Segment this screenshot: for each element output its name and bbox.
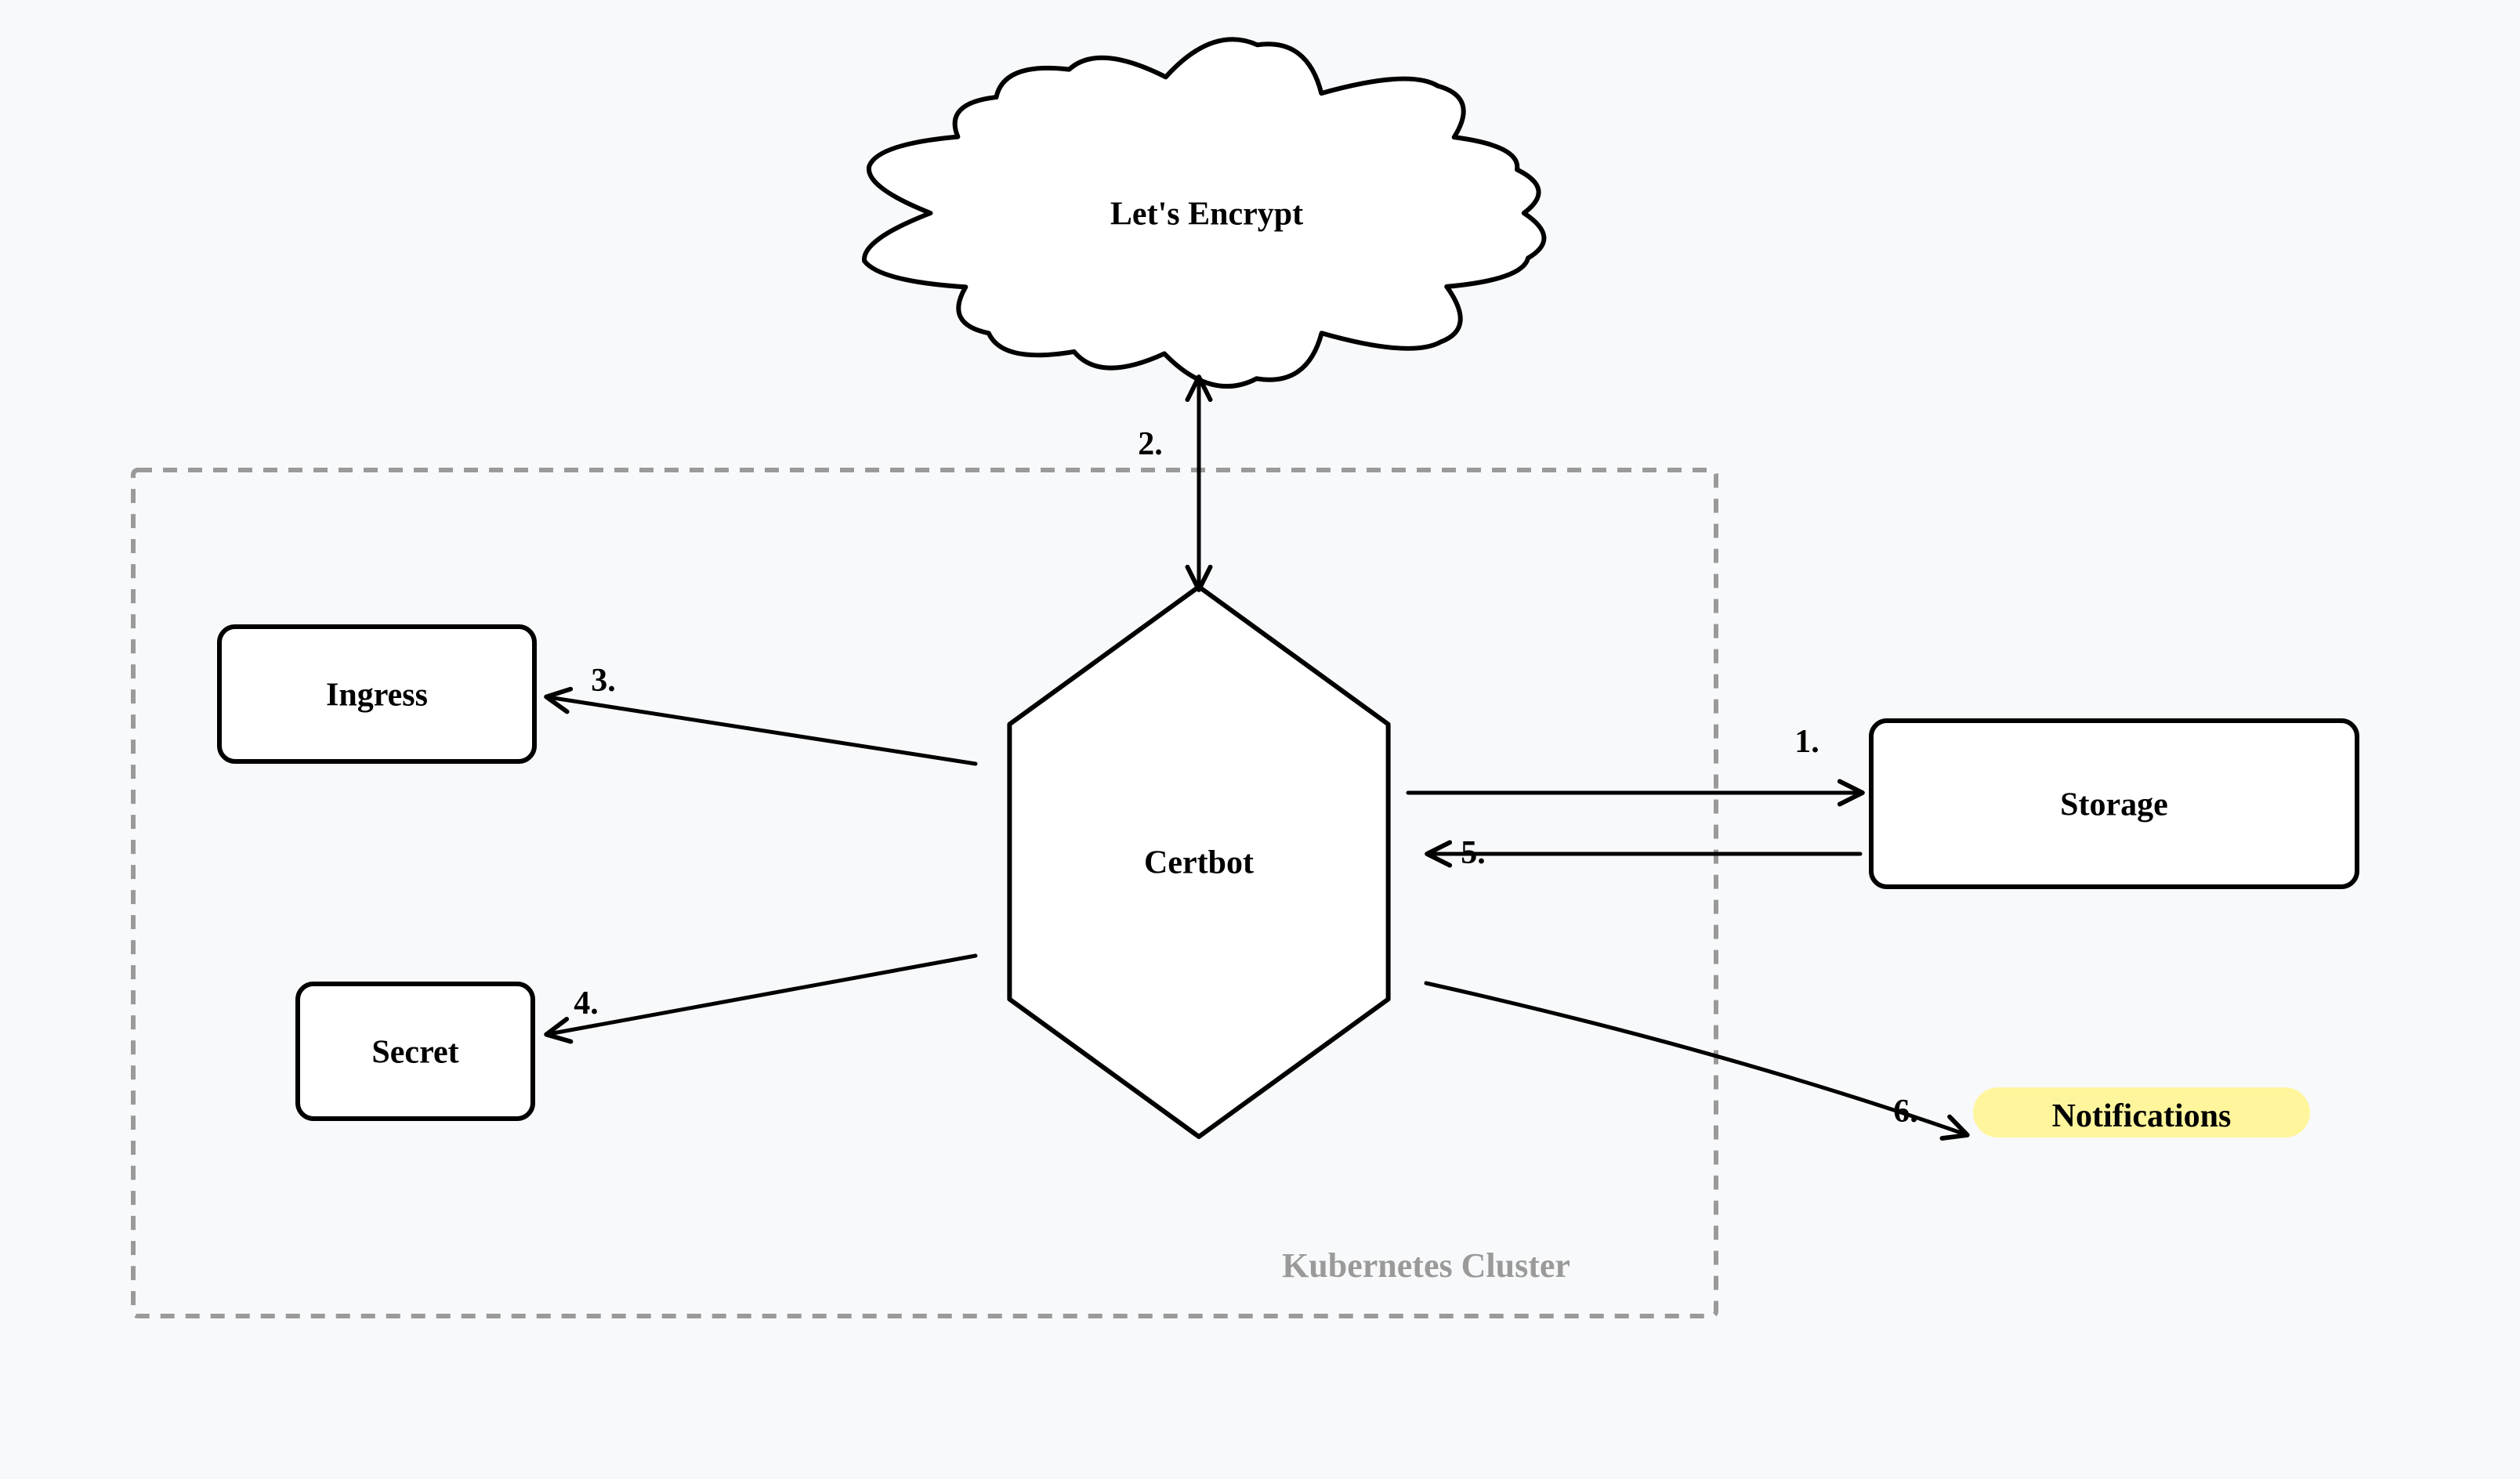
edge-label-storage-top: 1. [1794, 724, 1819, 760]
ingress-label: Ingress [326, 678, 428, 714]
architecture-diagram: Kubernetes Cluster Let's Encrypt Certbot In… [0, 0, 2520, 1479]
secret-label: Secret [371, 1035, 458, 1071]
edge-label-ingress: 3. [591, 663, 616, 699]
edge-label-storage-bottom: 5. [1461, 835, 1486, 871]
storage-label: Storage [2060, 787, 2168, 823]
edge-label-notifications: 6. [1893, 1094, 1918, 1130]
edge-label-secret: 4. [574, 985, 599, 1022]
notifications-label: Notifications [2052, 1098, 2232, 1134]
letsencrypt-label: Let's Encrypt [1110, 197, 1303, 233]
kubernetes-cluster-label: Kubernetes Cluster [1282, 1246, 1570, 1285]
certbot-label: Certbot [1144, 845, 1254, 881]
edge-label-letsencrypt: 2. [1138, 426, 1163, 462]
